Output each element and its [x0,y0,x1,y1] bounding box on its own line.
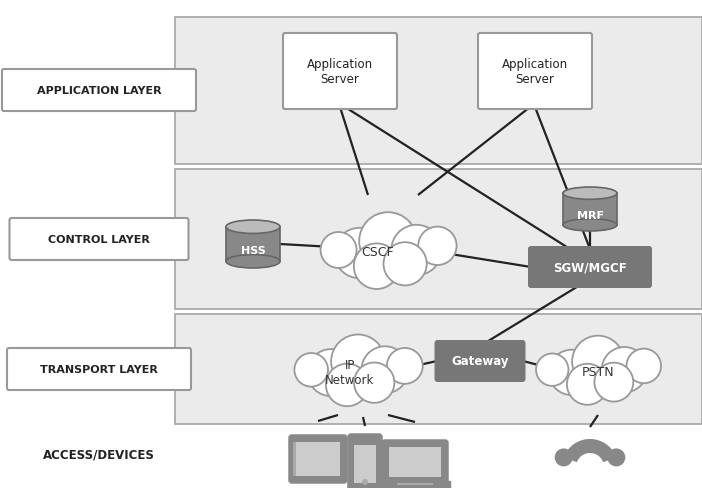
Circle shape [607,448,625,467]
Circle shape [418,227,456,265]
FancyBboxPatch shape [383,441,447,483]
Text: PSTN: PSTN [582,366,614,379]
Text: Gateway: Gateway [451,355,509,368]
Text: MRF: MRF [576,210,604,221]
Bar [397,483,433,485]
Bar [354,445,376,483]
Circle shape [321,232,357,268]
FancyBboxPatch shape [349,435,381,488]
Text: APPLICATION LAYER: APPLICATION LAYER [37,86,161,96]
Circle shape [359,213,417,270]
Bar [563,194,617,225]
FancyBboxPatch shape [10,219,189,261]
Circle shape [572,336,624,388]
Circle shape [294,353,328,387]
Circle shape [626,349,661,384]
Circle shape [595,363,633,402]
Text: TRANSPORT LAYER: TRANSPORT LAYER [40,364,158,374]
FancyBboxPatch shape [290,436,346,482]
Text: CSCF: CSCF [362,246,395,259]
Bar [296,442,340,476]
Text: SGW/MGCF: SGW/MGCF [553,261,627,274]
Circle shape [334,228,385,279]
PathPatch shape [564,439,616,462]
Bar [175,170,702,309]
FancyBboxPatch shape [7,348,191,390]
Circle shape [362,346,409,393]
Bar [380,481,450,488]
Circle shape [307,349,355,396]
Circle shape [549,350,595,395]
Ellipse shape [563,219,617,231]
Circle shape [354,244,399,289]
Bar [389,447,441,477]
Circle shape [391,225,442,276]
Circle shape [536,354,569,386]
FancyBboxPatch shape [435,340,526,382]
Text: ACCESS/DEVICES: ACCESS/DEVICES [43,447,155,461]
Text: IP
Network: IP Network [325,358,375,386]
Text: CONTROL LAYER: CONTROL LAYER [48,235,150,244]
FancyBboxPatch shape [528,246,652,288]
Text: HSS: HSS [241,245,265,256]
Bar [175,314,702,424]
Circle shape [331,335,385,388]
Circle shape [387,348,423,384]
Ellipse shape [226,255,280,268]
Bar [226,227,280,262]
Circle shape [326,364,369,407]
Ellipse shape [563,187,617,200]
FancyBboxPatch shape [283,34,397,110]
Text: Application
Server: Application Server [307,58,373,86]
Circle shape [555,448,573,467]
FancyBboxPatch shape [2,70,196,112]
Circle shape [567,364,608,405]
FancyBboxPatch shape [478,34,592,110]
Ellipse shape [226,221,280,234]
Circle shape [362,479,368,485]
Circle shape [383,243,427,286]
Bar [175,18,702,164]
Text: Application
Server: Application Server [502,58,568,86]
Circle shape [602,347,647,392]
Bar [293,442,296,476]
Circle shape [354,363,395,403]
